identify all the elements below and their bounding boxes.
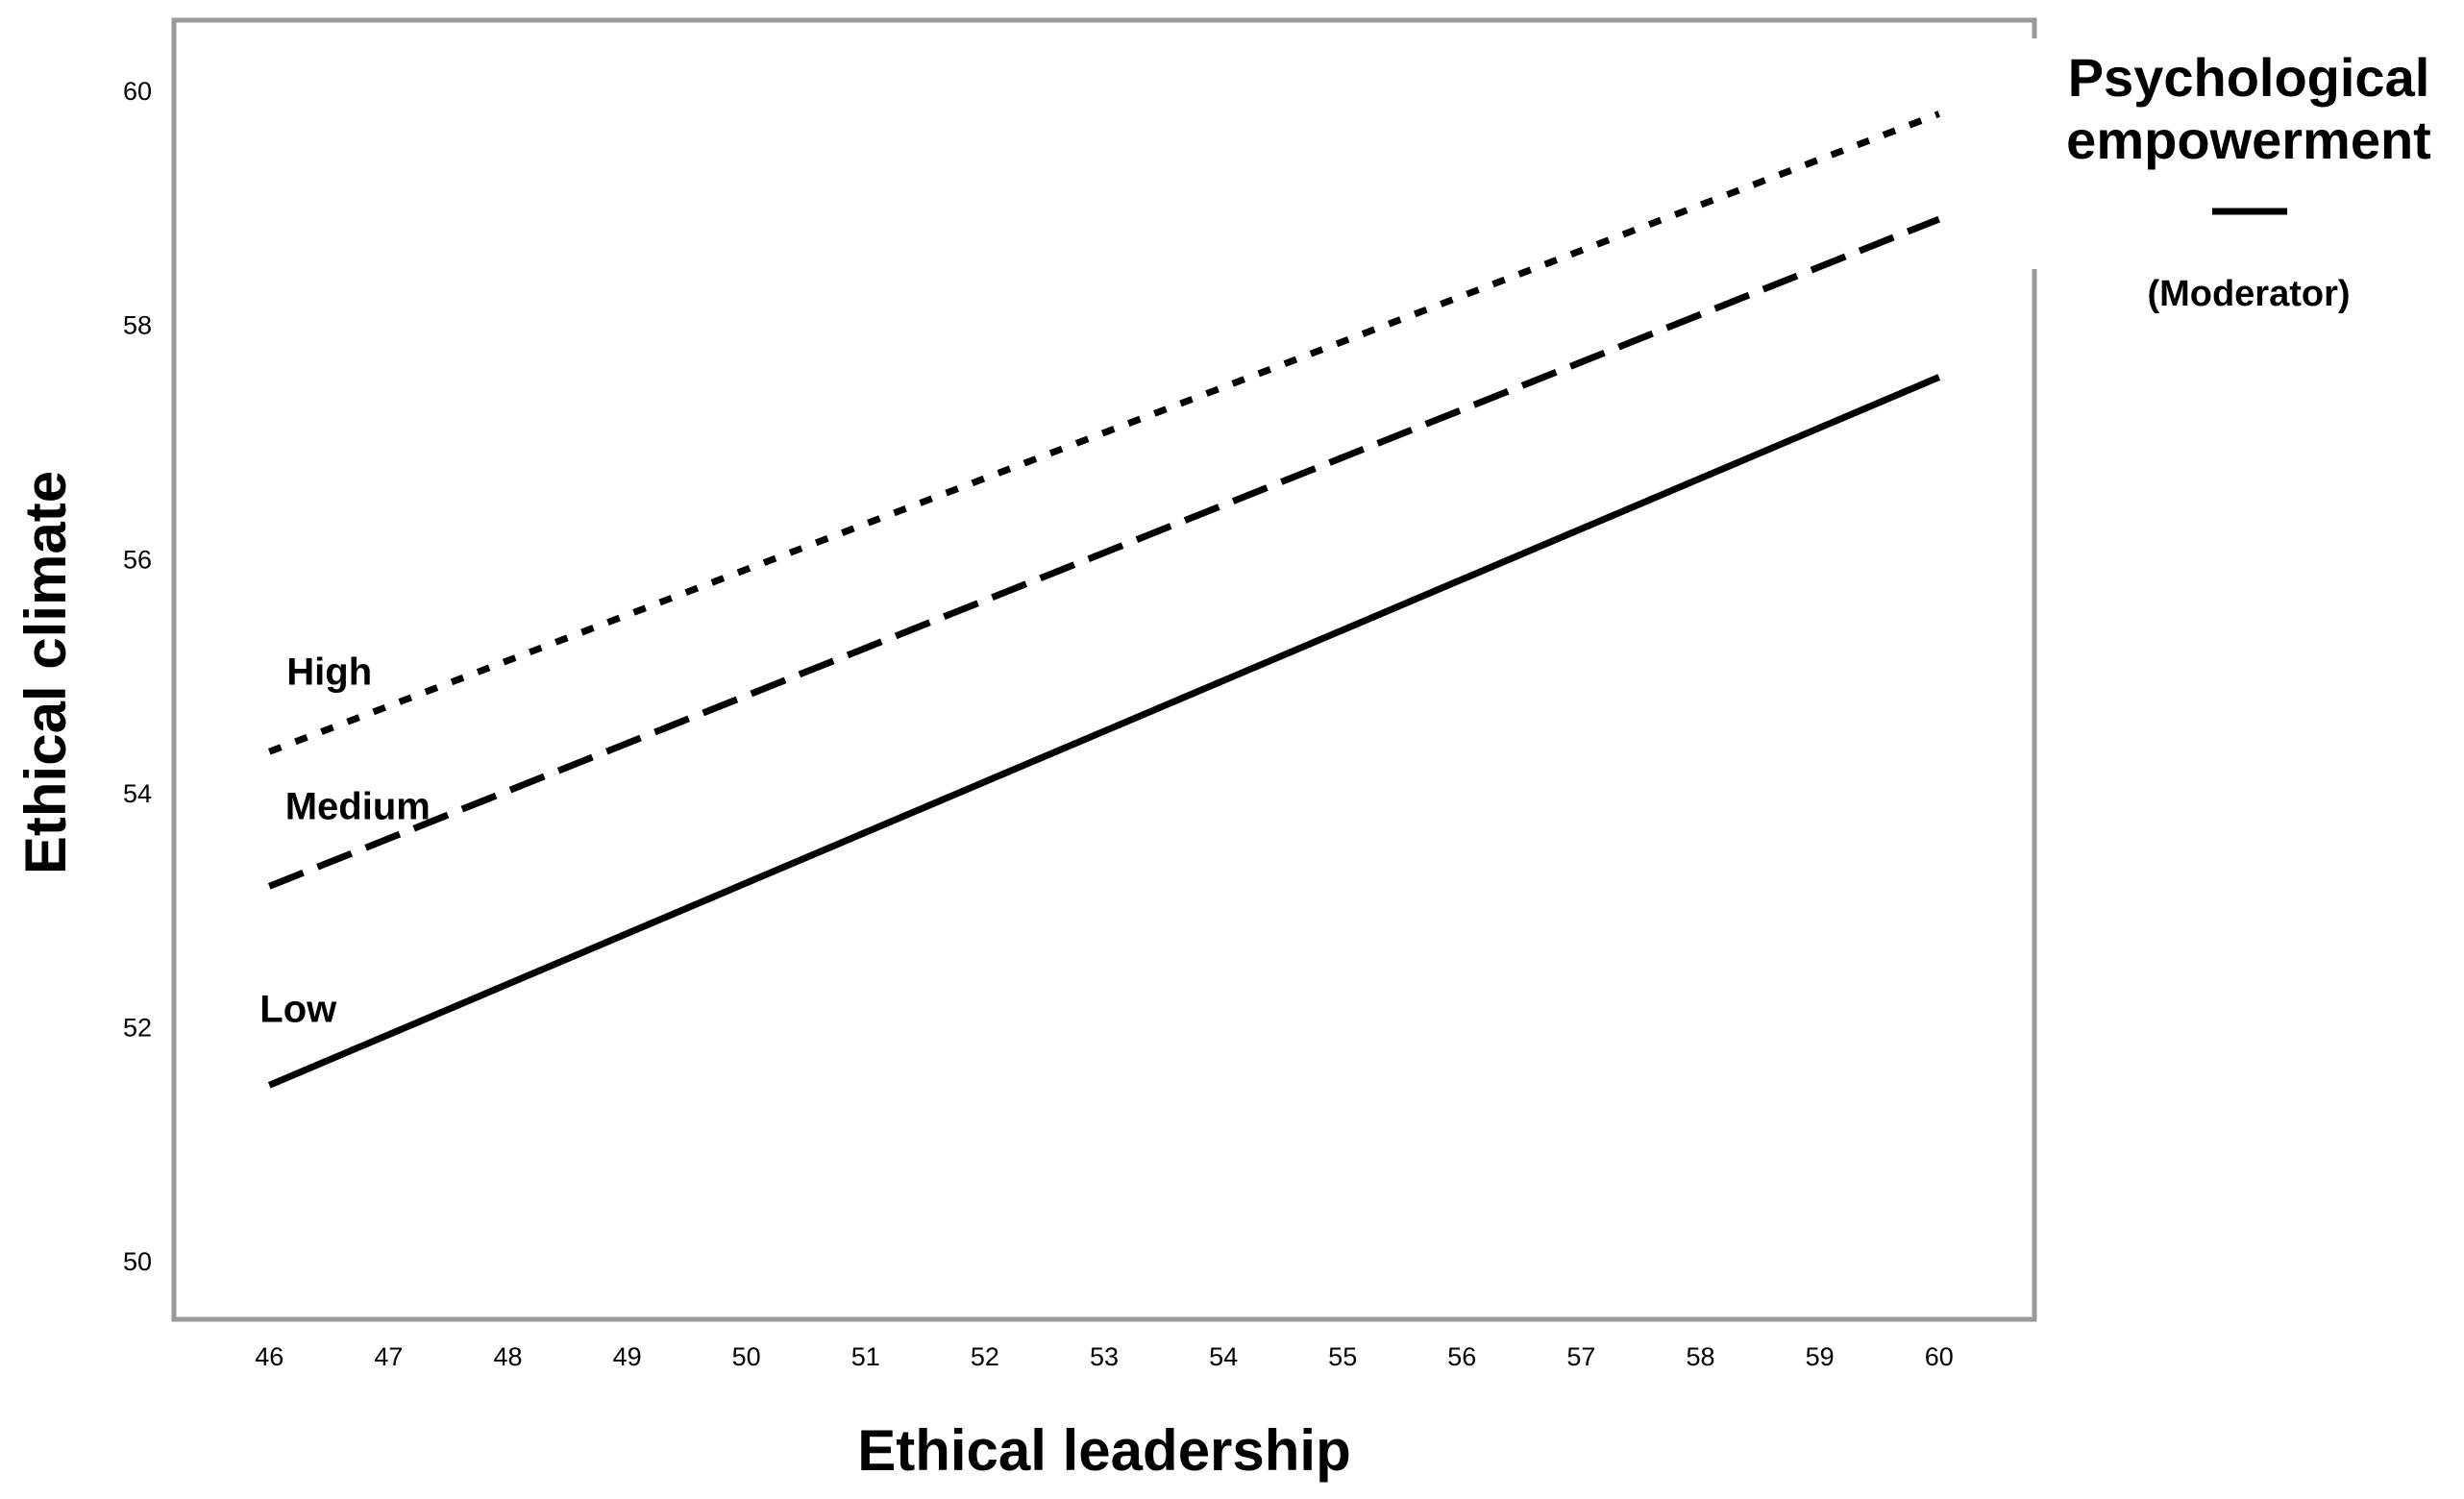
series-line-medium [267, 215, 1941, 890]
y-axis-ticks: 50 52 54 56 58 60 [123, 77, 152, 1276]
series-label-medium: Medium [285, 785, 431, 827]
legend-subtitle: (Moderator) [2147, 274, 2350, 314]
legend-title-line1: Psychological [2068, 47, 2430, 108]
y-tick-label: 54 [123, 779, 152, 808]
plot-frame [171, 17, 2037, 1322]
x-tick-label: 51 [851, 1342, 880, 1371]
x-tick-label: 58 [1686, 1342, 1714, 1371]
x-tick-label: 53 [1090, 1342, 1119, 1371]
legend-background [2026, 38, 2045, 269]
y-tick-label: 60 [123, 77, 152, 106]
x-tick-label: 48 [493, 1342, 522, 1371]
series-labels: High Medium Low [259, 651, 431, 1030]
x-tick-label: 46 [255, 1342, 283, 1371]
series-label-low: Low [259, 988, 337, 1030]
series-lines [267, 111, 1941, 1089]
x-axis-ticks: 46 47 48 49 50 51 52 53 54 55 56 57 58 59 60 [255, 1342, 1953, 1371]
legend-title-line2: empowerment [2066, 110, 2431, 170]
x-tick-label: 59 [1806, 1342, 1835, 1371]
y-tick-label: 56 [123, 545, 152, 574]
series-line-low [267, 374, 1941, 1089]
y-tick-label: 50 [123, 1247, 152, 1276]
y-tick-label: 58 [123, 311, 152, 340]
legend: Psychological empowerment (Moderator) [2066, 47, 2431, 314]
x-axis-title: Ethical leadership [857, 1418, 1351, 1483]
series-line-high [268, 111, 1940, 755]
x-tick-label: 54 [1209, 1342, 1238, 1371]
x-tick-label: 57 [1566, 1342, 1595, 1371]
x-tick-label: 50 [732, 1342, 761, 1371]
x-tick-label: 60 [1925, 1342, 1954, 1371]
x-tick-label: 52 [971, 1342, 999, 1371]
y-axis-title: Ethical climate [13, 471, 78, 874]
x-tick-label: 49 [613, 1342, 642, 1371]
x-tick-label: 56 [1447, 1342, 1476, 1371]
x-tick-label: 47 [374, 1342, 403, 1371]
x-tick-label: 55 [1328, 1342, 1357, 1371]
y-tick-label: 52 [123, 1013, 152, 1042]
series-label-high: High [286, 651, 372, 693]
